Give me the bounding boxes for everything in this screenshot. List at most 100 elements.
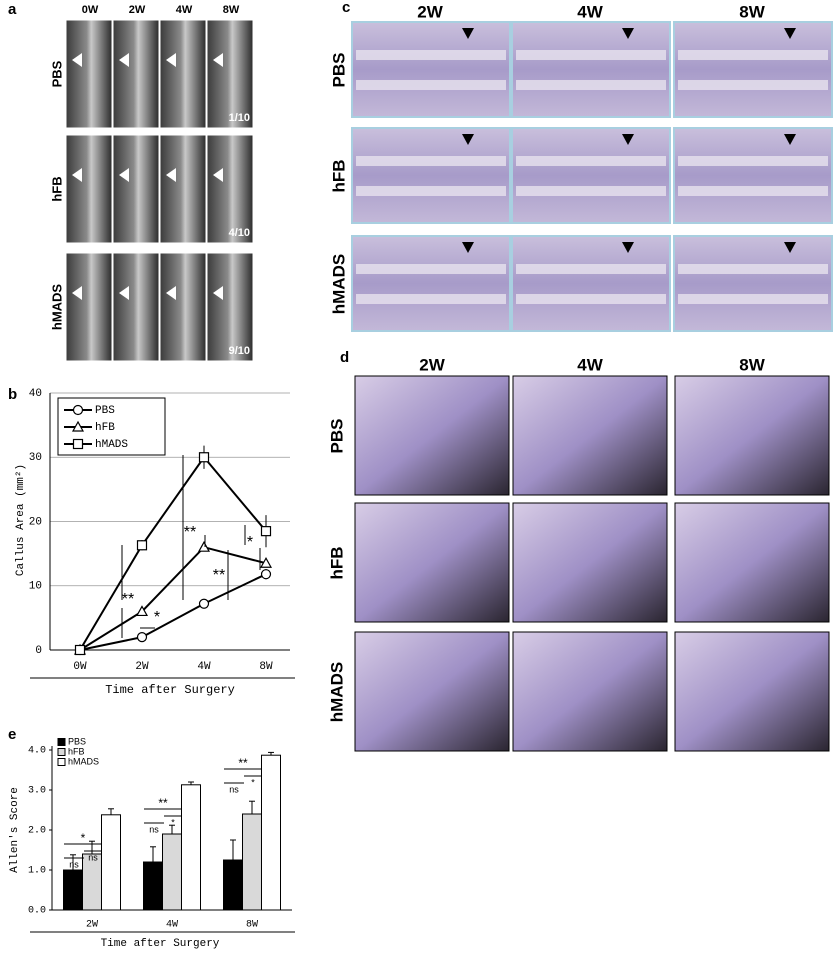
- significance: *: [154, 609, 160, 626]
- x-tick-label: 8W: [259, 661, 273, 673]
- xray-image: [112, 252, 160, 362]
- bone-band: [516, 50, 666, 60]
- xray-image: [159, 19, 207, 129]
- y-tick-label: 20: [29, 516, 42, 528]
- arrowhead: [784, 134, 796, 145]
- histology-image: [674, 502, 830, 623]
- column-header: 4W: [577, 355, 603, 374]
- panel-letter: b: [8, 386, 17, 403]
- y-tick-label: 1.0: [28, 866, 46, 877]
- histology-image: [354, 375, 510, 496]
- arrowhead: [213, 286, 223, 300]
- row-label: hMADS: [49, 284, 64, 331]
- y-tick-label: 0: [35, 645, 42, 657]
- histology-image: [354, 502, 510, 623]
- legend-label: PBS: [95, 405, 115, 417]
- panel-letter: e: [8, 726, 16, 743]
- xray-image: [206, 252, 254, 362]
- histology-image: [354, 631, 510, 752]
- bar: [242, 813, 262, 911]
- arrowhead: [622, 242, 634, 253]
- column-header: 8W: [739, 2, 765, 21]
- row-label: PBS: [329, 53, 348, 88]
- histology-image: [351, 127, 511, 224]
- x-tick-label: 8W: [246, 920, 258, 931]
- column-header: 2W: [419, 355, 445, 374]
- y-tick-label: 40: [29, 388, 42, 400]
- legend-swatch: [57, 748, 66, 756]
- arrowhead: [166, 53, 176, 67]
- row-label: hMADS: [329, 254, 348, 314]
- marker: [198, 452, 210, 463]
- significance: ns: [69, 859, 79, 869]
- row-label: hMADS: [327, 662, 346, 722]
- line: [79, 546, 267, 651]
- arrowhead: [462, 28, 474, 39]
- bone-band: [356, 264, 506, 274]
- arrowhead: [119, 53, 129, 67]
- xray-image: [112, 134, 160, 244]
- significance: *: [171, 817, 175, 827]
- bar: [101, 814, 121, 911]
- arrowhead: [784, 242, 796, 253]
- significance: *: [247, 534, 253, 551]
- bar: [181, 784, 201, 911]
- x-tick-label: 2W: [135, 661, 149, 673]
- marker: [197, 540, 211, 552]
- line: [79, 573, 267, 651]
- arrowhead: [213, 168, 223, 182]
- marker: [260, 569, 272, 580]
- ratio-label: 4/10: [229, 227, 250, 239]
- bone-band: [678, 156, 828, 166]
- arrowhead: [72, 286, 82, 300]
- y-axis-label: Allen's Score: [9, 787, 21, 873]
- arrowhead: [213, 53, 223, 67]
- legend-label: hMADS: [95, 439, 128, 451]
- y-axis-label: Callus Area (mm²): [15, 464, 27, 576]
- ratio-label: 1/10: [229, 112, 250, 124]
- xray-image: [112, 19, 160, 129]
- legend-label: hFB: [95, 422, 115, 434]
- bar: [162, 833, 182, 911]
- bone-band: [516, 186, 666, 196]
- legend-label: hMADS: [68, 756, 99, 766]
- y-tick-label: 10: [29, 581, 42, 593]
- column-header: 8W: [223, 4, 240, 16]
- xray-image: [65, 19, 113, 129]
- arrowhead: [622, 28, 634, 39]
- column-header: 4W: [176, 4, 193, 16]
- histology-image: [511, 127, 671, 224]
- marker: [135, 605, 149, 617]
- bone-band: [516, 264, 666, 274]
- histology-image: [511, 235, 671, 332]
- arrowhead: [72, 168, 82, 182]
- histology-image: [512, 631, 668, 752]
- row-label: PBS: [327, 419, 346, 454]
- significance: **: [238, 756, 248, 770]
- histology-image: [511, 21, 671, 118]
- arrowhead: [784, 28, 796, 39]
- line: [79, 455, 267, 651]
- marker: [136, 540, 148, 551]
- arrowhead: [462, 242, 474, 253]
- bone-band: [678, 50, 828, 60]
- xray-image: [206, 19, 254, 129]
- xray-image: [65, 134, 113, 244]
- x-tick-label: 4W: [166, 920, 178, 931]
- bone-band: [356, 156, 506, 166]
- row-label: PBS: [49, 60, 64, 87]
- significance: ns: [88, 852, 98, 862]
- column-header: 0W: [82, 4, 99, 16]
- significance: **: [213, 567, 225, 584]
- significance: **: [184, 524, 196, 541]
- xray-image: [159, 134, 207, 244]
- x-tick-label: 4W: [197, 661, 211, 673]
- significance: *: [81, 831, 86, 845]
- panel-letter: a: [8, 1, 17, 18]
- column-header: 2W: [417, 2, 443, 21]
- xray-image: [206, 134, 254, 244]
- legend-label: hFB: [68, 746, 85, 756]
- bar: [82, 853, 102, 911]
- y-tick-label: 3.0: [28, 786, 46, 797]
